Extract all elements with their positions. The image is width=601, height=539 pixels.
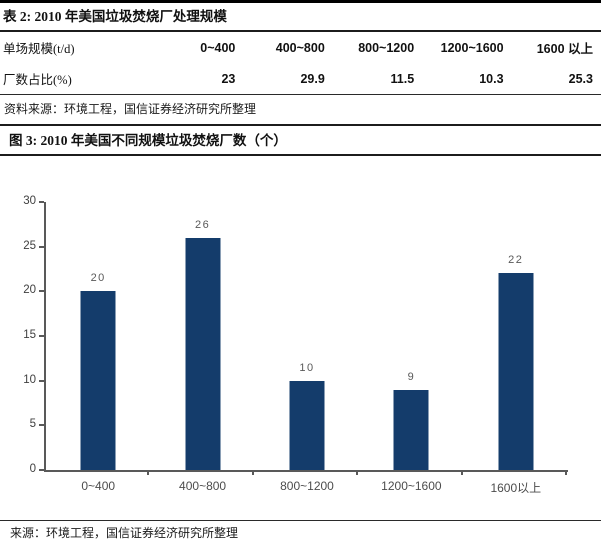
bar-slot-0: 20 0~400 <box>46 202 150 493</box>
y-tick-label: 15 <box>23 329 36 341</box>
bar-value-label: 20 <box>90 272 106 285</box>
y-tick-label: 30 <box>23 195 36 207</box>
cell-value-2: 11.5 <box>390 71 415 86</box>
bar-slot-2: 10 800~1200 <box>255 202 359 493</box>
col-header-0: 0~400 <box>200 40 236 55</box>
bar-slot-4: 22 1600以上 <box>464 202 568 495</box>
y-tick-mark <box>39 469 44 471</box>
table-header-label: 单场规模(t/d) <box>3 42 75 56</box>
bar-value-label: 10 <box>299 361 315 374</box>
divider-above-figure-title <box>0 124 601 126</box>
bar-400~800 <box>185 237 221 470</box>
y-tick-mark <box>39 245 44 248</box>
x-tick-mark <box>565 470 567 475</box>
table-source: 资料来源：环境工程，国信证券经济研究所整理 <box>4 102 257 116</box>
y-tick-label: 0 <box>29 463 36 475</box>
bar-0~400 <box>80 291 116 470</box>
table-row-label: 厂数占比(%) <box>3 73 72 87</box>
y-tick-label: 20 <box>23 284 36 297</box>
y-tick-mark <box>39 335 44 337</box>
x-category-label: 400~800 <box>179 479 227 493</box>
y-tick-mark <box>39 379 44 382</box>
bar-value-label: 9 <box>407 370 416 383</box>
cell-value-0: 23 <box>221 71 236 86</box>
x-tick-mark <box>356 470 359 475</box>
bar-800~1200 <box>289 380 325 470</box>
x-tick-mark <box>251 470 254 475</box>
y-tick-label: 10 <box>23 373 36 386</box>
bar-chart: 20 0~400 26 400~800 10 800~1200 9 1200~1600 22 16… <box>0 156 601 520</box>
col-header-4: 1600 以上 <box>536 42 593 56</box>
x-category-label: 1600以上 <box>490 481 542 495</box>
cell-value-1: 29.9 <box>300 71 325 86</box>
divider-above-figure-source <box>0 520 601 521</box>
x-tick-mark <box>147 470 150 475</box>
x-category-label: 0~400 <box>81 479 116 493</box>
col-header-2: 800~1200 <box>358 40 415 55</box>
divider-under-table-title <box>0 30 601 32</box>
col-header-1: 400~800 <box>275 40 325 55</box>
y-tick-mark <box>39 201 44 203</box>
bar-value-label: 22 <box>508 254 524 267</box>
y-tick-mark <box>39 424 44 427</box>
bar-value-label: 26 <box>194 218 211 231</box>
cell-value-3: 10.3 <box>479 71 504 86</box>
figure-title: 图 3: 2010 年美国不同规模垃圾焚烧厂数（个） <box>9 133 287 148</box>
bar-1200~1600 <box>393 389 429 470</box>
x-tick-mark <box>460 470 463 475</box>
top-border-line <box>0 0 601 3</box>
table-data-row: 厂数占比(%) 23 29.9 11.5 10.3 25.3 <box>0 63 601 94</box>
figure-source: 来源：环境工程，国信证券经济研究所整理 <box>10 526 239 539</box>
plot-area: 20 0~400 26 400~800 10 800~1200 9 1200~1600 22 16… <box>44 202 568 495</box>
bar-1600以上 <box>498 273 534 470</box>
x-category-label: 1200~1600 <box>381 479 442 493</box>
bar-slot-3: 9 1200~1600 <box>359 202 463 493</box>
table-title: 表 2: 2010 年美国垃圾焚烧厂处理规模 <box>3 9 227 24</box>
y-tick-label: 25 <box>23 239 36 252</box>
cell-value-4: 25.3 <box>568 71 593 86</box>
bar-slot-1: 26 400~800 <box>150 202 254 493</box>
x-category-label: 800~1200 <box>280 479 334 493</box>
y-tick-label: 5 <box>29 418 36 431</box>
divider-under-table <box>0 94 601 95</box>
table-header-row: 单场规模(t/d) 0~400 400~800 800~1200 1200~1600 1… <box>0 32 601 63</box>
y-tick-mark <box>39 290 44 293</box>
scale-table: 单场规模(t/d) 0~400 400~800 800~1200 1200~1600 1… <box>0 32 601 94</box>
divider-under-figure-title <box>0 154 601 156</box>
col-header-3: 1200~1600 <box>440 40 504 55</box>
